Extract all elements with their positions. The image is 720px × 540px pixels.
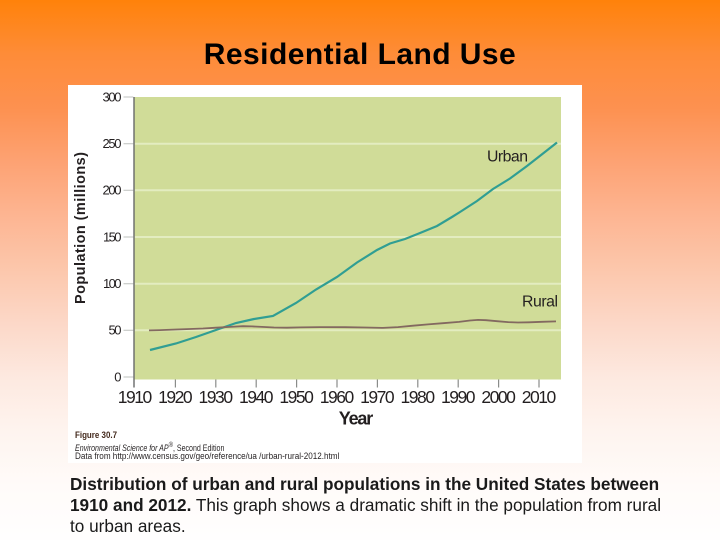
- svg-text:Year: Year: [339, 408, 374, 428]
- svg-text:100: 100: [103, 276, 122, 291]
- svg-text:1990: 1990: [441, 387, 476, 407]
- svg-text:1930: 1930: [199, 387, 234, 407]
- svg-text:Population (millions): Population (millions): [73, 152, 89, 304]
- svg-text:Urban: Urban: [487, 148, 528, 165]
- svg-text:1950: 1950: [279, 387, 314, 407]
- svg-text:1920: 1920: [158, 387, 193, 407]
- svg-text:2010: 2010: [522, 387, 557, 407]
- svg-text:150: 150: [103, 229, 122, 244]
- svg-text:300: 300: [103, 90, 122, 105]
- svg-text:1970: 1970: [360, 387, 395, 407]
- svg-text:50: 50: [109, 323, 122, 338]
- svg-text:250: 250: [103, 136, 122, 151]
- svg-text:1960: 1960: [320, 387, 355, 407]
- svg-text:2000: 2000: [481, 387, 516, 407]
- svg-text:Rural: Rural: [522, 293, 558, 310]
- svg-text:1980: 1980: [401, 387, 436, 407]
- svg-text:200: 200: [103, 183, 122, 198]
- svg-text:1910: 1910: [118, 387, 153, 407]
- svg-text:1940: 1940: [239, 387, 274, 407]
- svg-text:0: 0: [114, 369, 121, 384]
